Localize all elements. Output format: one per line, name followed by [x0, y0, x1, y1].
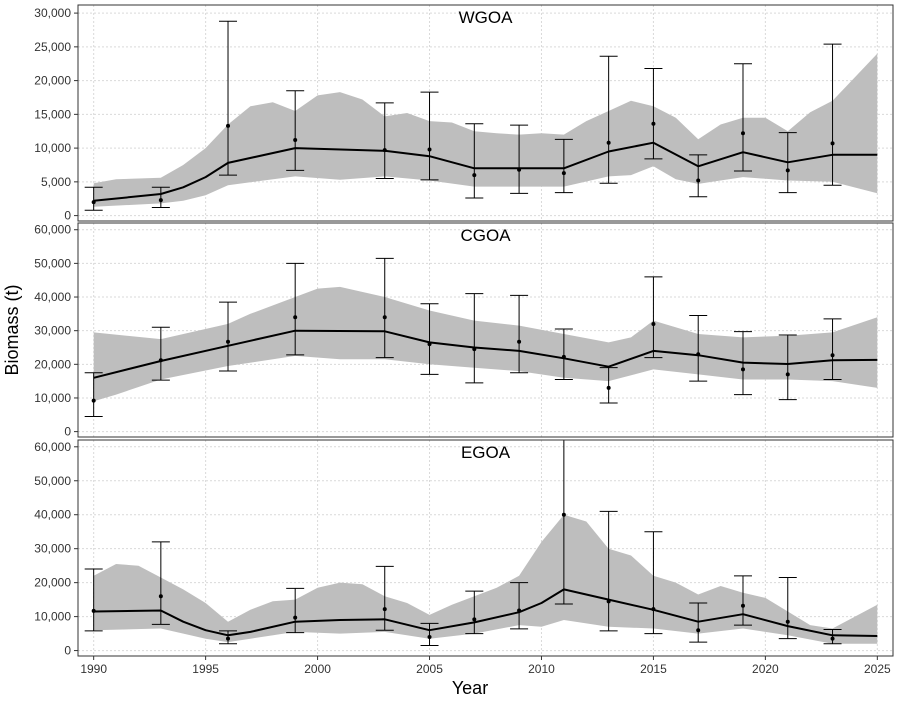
y-tick-label: 30,000	[34, 324, 71, 338]
observed-point	[91, 608, 96, 613]
observed-point	[293, 138, 298, 142]
observed-point	[606, 599, 611, 604]
y-tick-label: 20,000	[34, 74, 71, 88]
panels-group: 0 5,000 10,000 15,000 20,000 25,000 30,000 WGOA…	[34, 4, 894, 658]
x-axis: 1990 1995 2000 2005 2010 2015 2020 2025	[80, 656, 891, 676]
observed-point	[427, 147, 432, 152]
panel-egoa: 0 10,000 20,000 30,000 40,000 50,000 60,000 EGO…	[34, 439, 894, 658]
x-tick-label: 2015	[640, 662, 667, 676]
observed-point	[293, 315, 298, 320]
observed-point	[472, 617, 477, 622]
y-tick-label: 10,000	[34, 610, 71, 624]
x-tick-label: 2000	[304, 662, 331, 676]
observed-point	[651, 607, 656, 612]
y-tick-label: 25,000	[34, 40, 71, 54]
y-tick-label: 60,000	[34, 223, 71, 237]
y-tick-label: 40,000	[34, 508, 71, 522]
y-tick-label: 60,000	[34, 440, 71, 454]
observed-point	[226, 123, 231, 128]
y-tick-label: 10,000	[34, 141, 71, 155]
panel-border	[77, 439, 894, 657]
y-tick-label: 15,000	[34, 107, 71, 121]
panel-wgoa: 0 5,000 10,000 15,000 20,000 25,000 30,000 WGOA	[34, 4, 894, 223]
x-axis-title: Year	[452, 678, 488, 698]
y-tick-label: 0	[64, 209, 71, 223]
observed-point	[785, 372, 790, 377]
observed-point	[606, 140, 611, 145]
observed-point	[158, 198, 163, 203]
panel-title: CGOA	[460, 226, 511, 245]
observed-point	[158, 358, 163, 363]
observed-point	[561, 171, 566, 176]
fit-line	[93, 141, 878, 202]
observed-point	[382, 315, 387, 320]
observed-point	[293, 615, 298, 620]
interval-band	[93, 286, 878, 402]
observed-point	[91, 200, 96, 205]
panel-title: EGOA	[461, 443, 511, 462]
observed-point	[517, 167, 522, 172]
observed-point	[696, 178, 701, 183]
observed-point	[696, 628, 701, 633]
x-tick-label: 2025	[864, 662, 891, 676]
observed-point	[561, 512, 566, 517]
observed-point	[226, 636, 231, 641]
observed-point	[427, 342, 432, 347]
x-tick-label: 1990	[80, 662, 107, 676]
y-tick-label: 5,000	[41, 175, 71, 189]
observed-point	[830, 141, 835, 146]
x-tick-label: 2010	[528, 662, 555, 676]
observed-point	[382, 148, 387, 153]
y-tick-label: 0	[64, 644, 71, 658]
y-tick-label: 20,000	[34, 357, 71, 371]
observed-point	[696, 352, 701, 357]
observed-point	[830, 636, 835, 641]
observed-point	[740, 367, 745, 372]
y-tick-label: 50,000	[34, 474, 71, 488]
y-tick-label: 30,000	[34, 6, 71, 20]
panel-title: WGOA	[459, 8, 513, 27]
y-tick-label: 10,000	[34, 391, 71, 405]
observed-point	[740, 131, 745, 136]
panel-cgoa: 0 10,000 20,000 30,000 40,000 50,000 60,000 CGO…	[34, 222, 894, 439]
observed-point	[785, 168, 790, 173]
x-tick-label: 1995	[192, 662, 219, 676]
observed-point	[472, 173, 477, 178]
fit-line	[93, 329, 878, 379]
observed-point	[472, 347, 477, 352]
interval-band	[93, 514, 878, 644]
y-axis-title: Biomass (t)	[2, 284, 22, 375]
y-tick-label: 20,000	[34, 576, 71, 590]
panel-border	[77, 222, 894, 438]
observed-point	[427, 634, 432, 639]
observed-point	[651, 321, 656, 326]
y-tick-label: 40,000	[34, 290, 71, 304]
y-tick-label: 0	[64, 425, 71, 439]
observed-point	[830, 353, 835, 358]
observed-point	[651, 121, 656, 126]
observed-point	[91, 398, 96, 403]
observed-point	[158, 594, 163, 599]
y-tick-label: 30,000	[34, 542, 71, 556]
observed-point	[226, 339, 231, 344]
y-tick-label: 50,000	[34, 256, 71, 270]
observed-point	[561, 354, 566, 359]
x-tick-label: 2020	[752, 662, 779, 676]
observed-point	[740, 603, 745, 608]
panel-border	[77, 4, 894, 222]
observed-point	[785, 619, 790, 624]
observed-point	[606, 385, 611, 390]
x-tick-label: 2005	[416, 662, 443, 676]
interval-band	[93, 53, 878, 207]
observed-point	[517, 339, 522, 344]
observed-point	[517, 608, 522, 613]
observed-point	[382, 607, 387, 612]
